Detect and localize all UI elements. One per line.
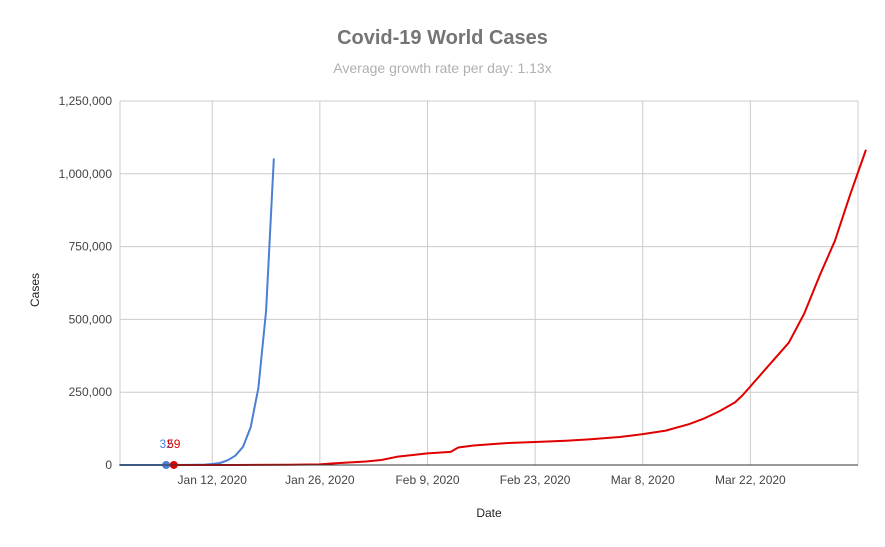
series-line-2 xyxy=(172,149,867,466)
y-axis-title: Cases xyxy=(28,273,42,307)
y-tick-label: 1,250,000 xyxy=(59,94,113,108)
x-axis-title: Date xyxy=(476,506,502,520)
x-tick-label: Feb 23, 2020 xyxy=(500,473,571,487)
y-tick-label: 750,000 xyxy=(69,240,113,254)
y-tick-label: 250,000 xyxy=(69,385,113,399)
x-tick-label: Mar 8, 2020 xyxy=(611,473,675,487)
x-tick-label: Jan 26, 2020 xyxy=(285,473,355,487)
grid xyxy=(119,100,859,465)
x-tick-label: Jan 12, 2020 xyxy=(178,473,248,487)
x-tick-label: Mar 22, 2020 xyxy=(715,473,786,487)
y-tick-label: 1,000,000 xyxy=(59,167,113,181)
y-tick-label: 0 xyxy=(105,458,112,472)
data-label-1: 32 xyxy=(159,437,173,451)
chart-subtitle: Average growth rate per day: 1.13x xyxy=(333,60,552,76)
x-tick-label: Feb 9, 2020 xyxy=(395,473,459,487)
x-tick-labels: Jan 12, 2020 Jan 26, 2020 Feb 9, 2020 Feb 2… xyxy=(178,473,787,487)
chart-title: Covid-19 World Cases xyxy=(337,27,548,49)
data-label-2: 59 xyxy=(167,437,181,451)
series-line-1 xyxy=(119,158,275,466)
y-tick-label: 500,000 xyxy=(69,312,113,326)
y-tick-labels: 0 250,000 500,000 750,000 1,000,000 1,250,000 xyxy=(59,94,113,472)
